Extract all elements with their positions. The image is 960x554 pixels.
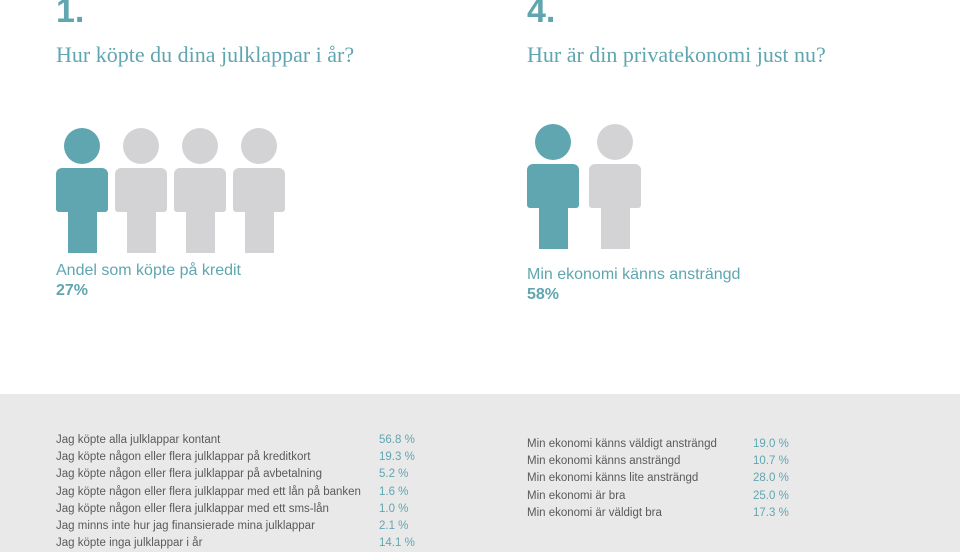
result-value: 56.8 % (379, 434, 415, 446)
person-icons (56, 128, 285, 256)
result-row: Jag köpte inga julklappar i år 14.1 % (56, 537, 476, 554)
result-value: 1.6 % (379, 485, 409, 498)
result-row: Min ekonomi känns ansträngd 10.7 % (527, 455, 947, 472)
question-title: Hur köpte du dina julklappar i år? (56, 42, 355, 67)
results-band (0, 394, 960, 552)
result-row: Jag köpte alla julklappar kontant 56.8 % (56, 434, 476, 451)
result-label: Jag köpte någon eller flera julklappar p… (56, 468, 322, 481)
result-row: Min ekonomi är bra 25.0 % (527, 490, 947, 507)
result-label: Jag köpte någon eller flera julklappar m… (56, 485, 361, 498)
person-icon (56, 128, 108, 256)
result-label: Min ekonomi är väldigt bra (527, 506, 662, 519)
result-label: Jag köpte alla julklappar kontant (56, 434, 221, 446)
result-row: Jag köpte någon eller flera julklappar m… (56, 486, 476, 503)
result-label: Min ekonomi är bra (527, 489, 626, 502)
result-row: Min ekonomi är väldigt bra 17.3 % (527, 507, 947, 524)
person-icon (589, 124, 641, 252)
result-label: Min ekonomi känns väldigt ansträngd (527, 438, 717, 450)
result-label: Jag köpte inga julklappar i år (56, 537, 203, 550)
result-value: 14.1 % (379, 537, 415, 550)
result-value: 17.3 % (753, 506, 789, 519)
result-row: Jag köpte någon eller flera julklappar p… (56, 451, 476, 468)
result-label: Jag minns inte hur jag finansierade mina… (56, 519, 315, 532)
person-icon (233, 128, 285, 256)
highlight-stat: 58% (527, 286, 560, 303)
result-value: 2.1 % (379, 519, 409, 532)
result-value: 10.7 % (753, 455, 789, 468)
result-value: 25.0 % (753, 489, 789, 502)
result-label: Jag köpte någon eller flera julklappar m… (56, 502, 329, 515)
result-row: Min ekonomi känns lite ansträngd 28.0 % (527, 472, 947, 489)
result-row: Jag minns inte hur jag finansierade mina… (56, 520, 476, 537)
result-label: Jag köpte någon eller flera julklappar p… (56, 451, 311, 464)
highlight-stat: 27% (56, 282, 89, 299)
result-value: 28.0 % (753, 472, 789, 485)
highlight-caption: Min ekonomi känns ansträngd (527, 266, 741, 283)
person-icons (527, 124, 641, 252)
person-icon (174, 128, 226, 256)
person-icon (527, 124, 579, 252)
question-number: 1. (56, 0, 85, 30)
question-number: 4. (527, 0, 556, 30)
result-row: Min ekonomi känns väldigt ansträngd 19.0 … (527, 438, 947, 455)
result-row: Jag köpte någon eller flera julklappar p… (56, 468, 476, 485)
results-list: Jag köpte alla julklappar kontant 56.8 % J… (56, 434, 476, 554)
result-label: Min ekonomi känns ansträngd (527, 455, 681, 468)
result-row: Jag köpte någon eller flera julklappar m… (56, 503, 476, 520)
person-icon (115, 128, 167, 256)
result-value: 19.3 % (379, 451, 415, 464)
result-value: 1.0 % (379, 502, 409, 515)
result-value: 5.2 % (379, 468, 409, 481)
highlight-caption: Andel som köpte på kredit (56, 262, 241, 279)
results-list: Min ekonomi känns väldigt ansträngd 19.0 … (527, 438, 947, 524)
result-value: 19.0 % (753, 438, 789, 450)
result-label: Min ekonomi känns lite ansträngd (527, 472, 699, 485)
question-title: Hur är din privatekonomi just nu? (527, 42, 826, 67)
